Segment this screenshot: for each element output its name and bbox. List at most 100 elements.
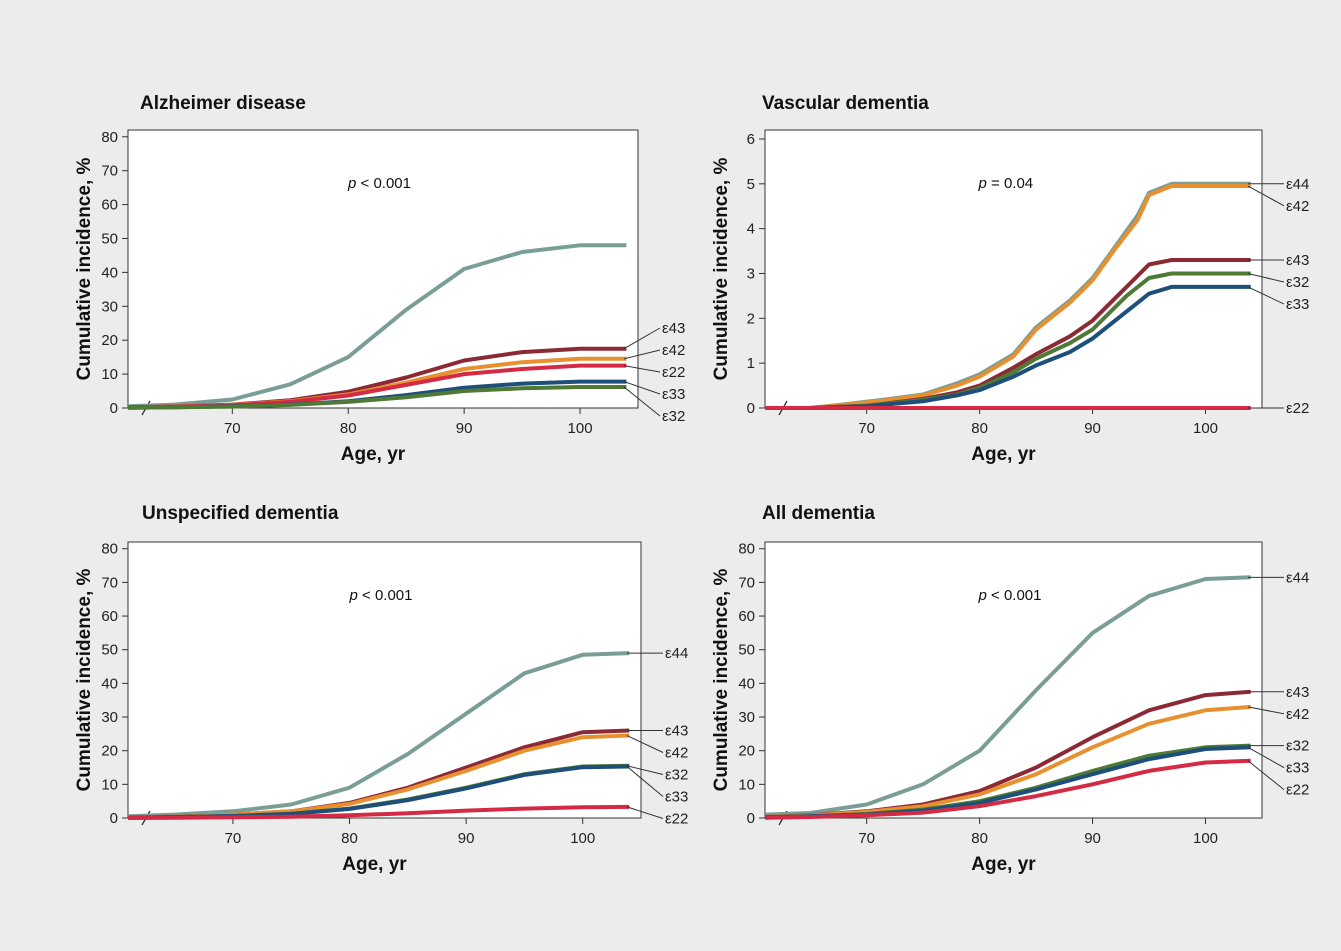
series-label-ε32: ε32 <box>665 766 688 783</box>
series-label-leader <box>626 765 664 775</box>
series-label-ε44: ε44 <box>1286 569 1309 586</box>
panel-1: Vascular dementia 0 1 2 3 4 5 6 70 80 90 100 Age, yr… <box>711 93 1309 465</box>
y-axis-label: Cumulative incidence, % <box>74 158 95 381</box>
series-label-ε44: ε44 <box>665 645 688 662</box>
y-tick-label: 6 <box>747 131 755 148</box>
p-value-annotation: p = 0.04 <box>978 175 1034 192</box>
x-axis-label: Age, yr <box>342 854 407 875</box>
series-label-leader <box>623 365 661 373</box>
x-tick-label: 70 <box>858 420 875 437</box>
y-axis-label: Cumulative incidence, % <box>711 158 732 381</box>
y-tick-label: 0 <box>747 400 755 417</box>
p-value-annotation: p < 0.001 <box>978 587 1042 604</box>
series-label-leader <box>626 735 664 753</box>
x-tick-label: 80 <box>971 420 988 437</box>
x-tick-label: 100 <box>1193 420 1218 437</box>
panel-title: All dementia <box>762 503 875 524</box>
series-line-ε32 <box>127 385 627 410</box>
y-tick-label: 50 <box>101 230 118 247</box>
y-tick-label: 3 <box>747 265 755 282</box>
p-value-annotation: p < 0.001 <box>347 175 411 192</box>
series-label-ε32: ε32 <box>1286 274 1309 291</box>
series-label-leader <box>623 349 661 360</box>
y-axis-label: Cumulative incidence, % <box>74 569 95 792</box>
x-tick-label: 90 <box>456 420 473 437</box>
series-label-ε22: ε22 <box>662 364 685 381</box>
x-tick-label: 100 <box>1193 830 1218 847</box>
x-tick-label: 80 <box>341 830 358 847</box>
x-tick-label: 90 <box>1084 420 1101 437</box>
y-axis-label: Cumulative incidence, % <box>711 569 732 792</box>
series-label-ε43: ε43 <box>1286 684 1309 701</box>
series-label-ε43: ε43 <box>1286 252 1309 269</box>
series-label-leader <box>626 766 664 797</box>
series-line-ε44 <box>764 575 1251 817</box>
x-tick-label: 90 <box>458 830 475 847</box>
plot-area <box>127 541 642 819</box>
panel-title: Alzheimer disease <box>140 93 306 114</box>
y-tick-label: 40 <box>101 675 118 692</box>
series-label-ε42: ε42 <box>665 744 688 761</box>
series-label-leader <box>1247 760 1285 791</box>
series-label-leader <box>1247 185 1285 207</box>
series-label-leader <box>623 386 661 417</box>
y-tick-label: 1 <box>747 355 755 372</box>
p-value-annotation: p < 0.001 <box>349 587 413 604</box>
series-label-ε33: ε33 <box>1286 760 1309 777</box>
y-tick-label: 80 <box>738 541 755 558</box>
y-tick-label: 70 <box>738 574 755 591</box>
y-tick-label: 50 <box>738 642 755 659</box>
x-tick-label: 100 <box>568 420 593 437</box>
y-tick-label: 2 <box>747 310 755 327</box>
y-tick-label: 10 <box>738 776 755 793</box>
y-tick-label: 40 <box>738 675 755 692</box>
y-tick-label: 60 <box>101 197 118 214</box>
y-tick-label: 10 <box>101 776 118 793</box>
series-label-leader <box>1247 286 1285 305</box>
series-line-ε22 <box>127 804 630 820</box>
panel-2: Unspecified dementia 0 10 20 30 40 50 60 70 80 70 8… <box>74 503 688 875</box>
x-tick-label: 70 <box>858 830 875 847</box>
y-tick-label: 40 <box>101 264 118 281</box>
x-tick-label: 100 <box>570 830 595 847</box>
y-tick-label: 0 <box>747 810 755 827</box>
series-label-ε43: ε43 <box>665 722 688 739</box>
series-label-ε22: ε22 <box>665 810 688 827</box>
series-label-ε42: ε42 <box>1286 198 1309 215</box>
series-label-ε22: ε22 <box>1286 400 1309 417</box>
y-tick-label: 30 <box>738 709 755 726</box>
series-line-ε44 <box>127 651 630 819</box>
x-tick-label: 80 <box>340 420 357 437</box>
panel-title: Unspecified dementia <box>142 503 339 524</box>
series-label-ε22: ε22 <box>1286 782 1309 799</box>
y-tick-label: 30 <box>101 709 118 726</box>
y-tick-label: 5 <box>747 176 755 193</box>
series-label-leader <box>1247 746 1285 769</box>
y-tick-label: 30 <box>101 298 118 315</box>
x-tick-label: 90 <box>1084 830 1101 847</box>
x-tick-label: 70 <box>224 420 241 437</box>
series-line-ε22 <box>764 758 1251 820</box>
x-tick-label: 80 <box>971 830 988 847</box>
series-label-ε42: ε42 <box>662 342 685 359</box>
series-line-ε42 <box>765 184 1251 410</box>
plot-area <box>764 129 1263 409</box>
series-label-ε33: ε33 <box>1286 296 1309 313</box>
y-tick-label: 60 <box>101 608 118 625</box>
series-label-ε43: ε43 <box>662 320 685 337</box>
series-label-ε32: ε32 <box>662 408 685 425</box>
series-label-ε33: ε33 <box>665 788 688 805</box>
series-label-ε33: ε33 <box>662 386 685 403</box>
series-line-ε33 <box>765 284 1251 410</box>
y-tick-label: 20 <box>101 332 118 349</box>
y-tick-label: 0 <box>110 400 118 417</box>
y-tick-label: 20 <box>738 743 755 760</box>
series-label-ε32: ε32 <box>1286 738 1309 755</box>
panel-3: All dementia 0 10 20 30 40 50 60 70 80 70 80 90 100 Ag… <box>711 503 1309 875</box>
series-label-leader <box>1247 272 1285 283</box>
series-label-ε42: ε42 <box>1286 706 1309 723</box>
series-label-leader <box>1247 706 1285 715</box>
x-axis-label: Age, yr <box>971 444 1036 465</box>
y-tick-label: 50 <box>101 642 118 659</box>
